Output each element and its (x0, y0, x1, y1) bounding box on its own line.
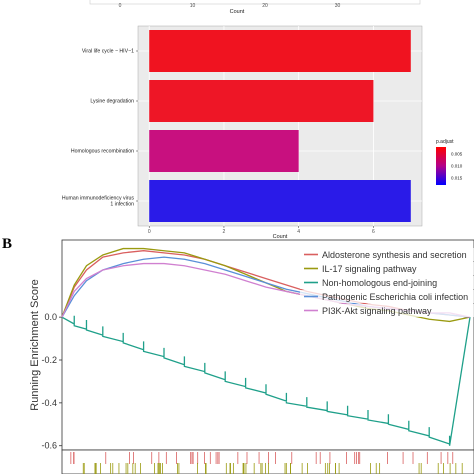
panel-a-bar (149, 80, 374, 122)
panel-a-x-tick-label: 2 (223, 229, 226, 235)
panel-b-legend-label: Aldosterone synthesis and secretion (322, 250, 467, 260)
panel-b-legend-bg (300, 304, 474, 317)
panel-b-y-tick-label: -0.6 (41, 441, 57, 451)
panel-b-legend-bg (300, 262, 474, 275)
panel-b-legend: Aldosterone synthesis and secretion IL-17… (300, 248, 474, 317)
panel-a-bar (149, 180, 411, 222)
panel-a-top-x-tick-label: 20 (262, 3, 268, 9)
panel-a-category-label: Lysine degradation (90, 99, 134, 105)
panel-b-y-axis-title: Running Enrichment Score (29, 279, 41, 410)
legend-colorbar (436, 147, 446, 185)
panel-a-bar (149, 130, 299, 172)
panel-a-top-x-tick-label: 30 (335, 3, 341, 9)
panel-a-x-tick-label: 0 (148, 229, 151, 235)
panel-b-legend-bg (300, 276, 474, 289)
panel-b-series-line (61, 315, 471, 446)
panel-b-legend-bg (300, 290, 474, 303)
panel-b-y-tick-label: -0.2 (41, 355, 57, 365)
legend-value-label: 0.005 (451, 152, 463, 157)
panel-b-legend-label: Non-homologous end-joining (322, 278, 437, 288)
panel-a-category-label: Viral life cycle − HIV−1 (82, 49, 134, 55)
panel-a-top-x-tick-label: 0 (119, 3, 122, 9)
panel-a-category-label: Homologous recombination (71, 149, 134, 155)
panel-a-top-x-axis-title: Count (230, 9, 245, 15)
panel-a-legend: p.adjust 0.005 0.010 0.015 (436, 139, 463, 185)
panel-a-top-chart: 0 10 20 30 Count (89, 0, 421, 15)
panel-b-label: B (2, 236, 12, 252)
panel-a-x-axis-title: Count (273, 234, 288, 240)
panel-b-legend-label: Pathogenic Escherichia coli infection (322, 292, 468, 302)
panel-a-bar (149, 30, 411, 72)
panel-b-legend-label: PI3K-Akt signaling pathway (322, 306, 432, 316)
panel-a-top-frame (89, 0, 421, 5)
legend-value-label: 0.015 (451, 176, 463, 181)
panel-a-category-label: Human immunodeficiency virus 1 infection (62, 196, 134, 208)
panel-a-top-x-tick-label: 10 (190, 3, 196, 9)
panel-a-bar-chart: Viral life cycle − HIV−1 Lysine degradati… (62, 25, 463, 240)
legend-title: p.adjust (436, 139, 454, 145)
panel-b-gsea-chart: Running Enrichment Score 0.0 -0.2 -0.4 -0.6… (29, 239, 474, 474)
panel-b-y-tick-label: -0.4 (41, 398, 57, 408)
panel-b-legend-bg (300, 248, 474, 261)
panel-a-x-tick-label: 6 (372, 229, 375, 235)
legend-value-label: 0.010 (451, 164, 463, 169)
panel-b-legend-label: IL-17 signaling pathway (322, 264, 417, 274)
panel-b-y-tick-label: 0.0 (44, 312, 57, 322)
panel-a-x-tick-label: 4 (297, 229, 300, 235)
panel-b-hit-rug (61, 449, 474, 474)
